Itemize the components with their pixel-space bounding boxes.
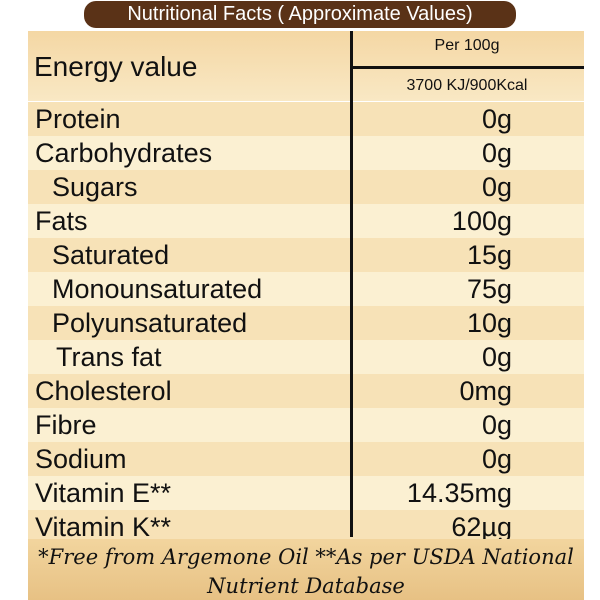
nutrient-row-fibre: Fibre 0g <box>28 408 584 442</box>
nutrient-value: 75g <box>466 274 512 304</box>
nutrient-value: 14.35mg <box>406 478 512 508</box>
per-serving-label: Per 100g <box>434 37 500 54</box>
energy-label: Energy value <box>34 51 198 82</box>
nutrient-value: 0g <box>481 444 512 474</box>
nutrient-label: Vitamin K** <box>35 512 172 542</box>
nutrient-value: 0g <box>481 104 512 134</box>
nutrient-label: Protein <box>35 104 121 134</box>
nutrient-value: 0g <box>481 172 512 202</box>
energy-row: Energy value Per 100g 3700 KJ/900Kcal <box>28 31 584 101</box>
nutrient-label: Trans fat <box>56 342 162 372</box>
nutrient-label: Fats <box>35 206 88 236</box>
energy-divider <box>350 66 584 69</box>
column-divider <box>350 31 353 537</box>
nutrient-label: Sugars <box>52 172 138 202</box>
nutrition-table: Energy value Per 100g 3700 KJ/900Kcal Pr… <box>28 31 584 600</box>
nutrient-row-fats: Fats 100g <box>28 204 584 238</box>
nutrient-row-sodium: Sodium 0g <box>28 442 584 476</box>
nutrient-row-cholesterol: Cholesterol 0mg <box>28 374 584 408</box>
nutrient-value: 10g <box>466 308 512 338</box>
nutrient-row-carbohydrates: Carbohydrates 0g <box>28 136 584 170</box>
footnote-line-2: Nutrient Database <box>207 574 405 598</box>
footnote-line-1: *Free from Argemone Oil **As per USDA Na… <box>38 545 574 569</box>
nutrient-row-vitamin-k: Vitamin K** 62µg <box>28 510 584 544</box>
nutrient-value: 100g <box>451 206 512 236</box>
nutrient-label: Carbohydrates <box>35 138 213 168</box>
nutrient-row-trans-fat: Trans fat 0g <box>28 340 584 374</box>
nutrient-label: Sodium <box>35 444 127 474</box>
table-title: Nutritional Facts ( Approximate Values) <box>84 1 516 28</box>
nutrient-value: 0g <box>481 138 512 168</box>
energy-value: 3700 KJ/900Kcal <box>406 77 528 94</box>
nutrient-value: 62µg <box>451 512 512 542</box>
nutrient-label: Polyunsaturated <box>52 308 248 338</box>
nutrient-value: 0g <box>481 342 512 372</box>
nutrient-value: 0g <box>481 410 512 440</box>
nutrient-label: Cholesterol <box>35 376 172 406</box>
nutrient-row-sugars: Sugars 0g <box>28 170 584 204</box>
nutrient-value: 15g <box>466 240 512 270</box>
nutrient-row-vitamin-e: Vitamin E** 14.35mg <box>28 476 584 510</box>
nutrient-row-polyunsaturated: Polyunsaturated 10g <box>28 306 584 340</box>
nutrient-value: 0mg <box>459 376 512 406</box>
footnote: *Free from Argemone Oil **As per USDA Na… <box>28 539 584 600</box>
nutrient-label: Vitamin E** <box>35 478 172 508</box>
nutrient-label: Monounsaturated <box>52 274 263 304</box>
nutrient-row-saturated: Saturated 15g <box>28 238 584 272</box>
nutrient-row-protein: Protein 0g <box>28 102 584 136</box>
nutrient-row-monounsaturated: Monounsaturated 75g <box>28 272 584 306</box>
nutrient-label: Saturated <box>52 240 170 270</box>
nutrient-label: Fibre <box>35 410 97 440</box>
